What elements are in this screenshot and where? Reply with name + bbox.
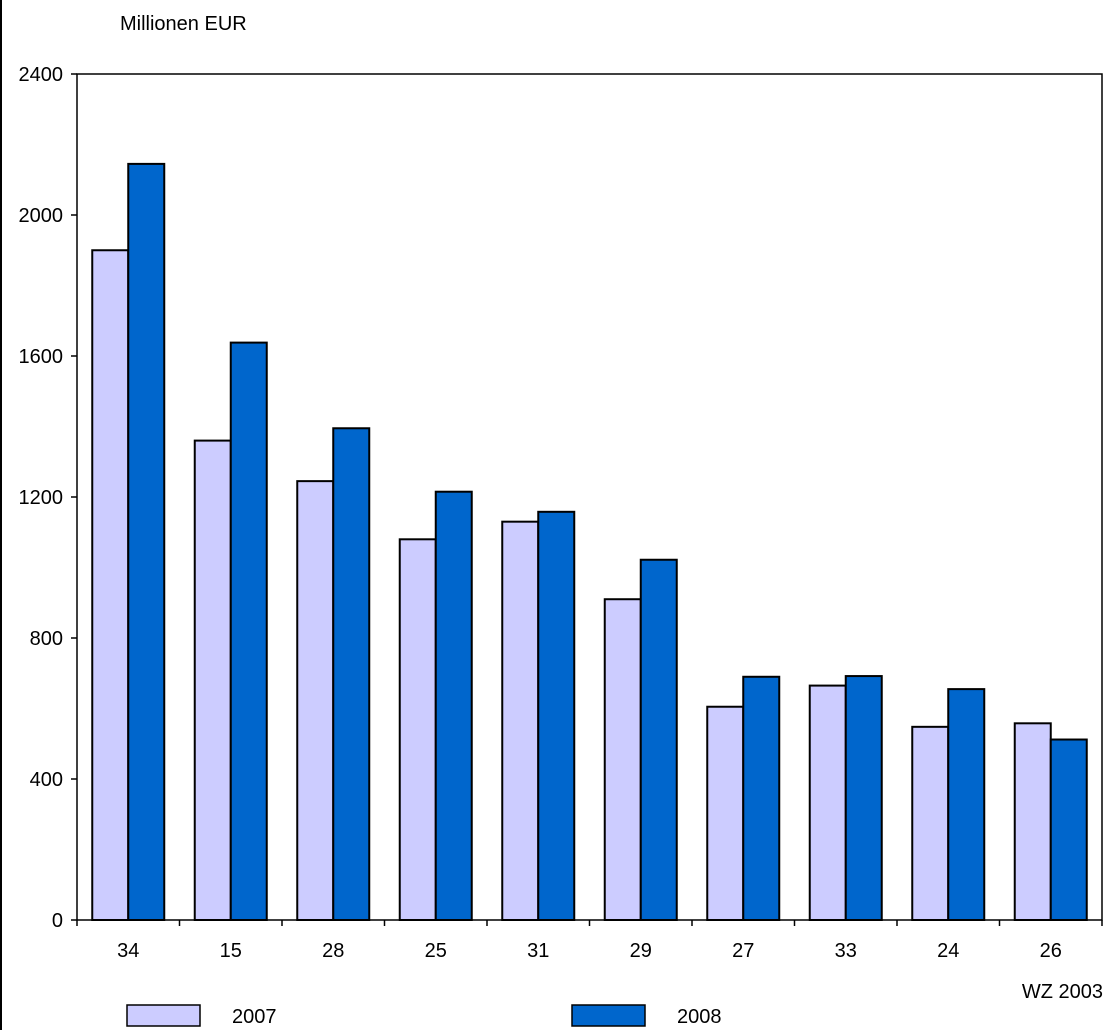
y-tick-label: 0 <box>52 910 63 932</box>
bar-2007-34 <box>91 249 130 921</box>
legend-swatch-2008 <box>571 1004 646 1027</box>
bar-2008-34 <box>127 162 166 921</box>
bar-2008-29 <box>639 558 678 921</box>
x-tick-label: 28 <box>322 940 344 962</box>
bar-2007-31 <box>501 520 540 921</box>
bar-2007-29 <box>603 598 642 921</box>
unit-label: Millionen EUR <box>120 13 247 35</box>
y-tick-label: 2000 <box>19 205 64 227</box>
x-tick-label: 31 <box>527 940 549 962</box>
legend-swatch-2007 <box>126 1004 201 1027</box>
x-axis-title: WZ 2003 <box>1022 981 1103 1003</box>
x-tick-label: 33 <box>835 940 857 962</box>
x-tick-label: 34 <box>117 940 139 962</box>
x-tick-label: 26 <box>1040 940 1062 962</box>
bar-2008-27 <box>742 675 781 922</box>
bar-2007-15 <box>193 439 232 921</box>
bar-2008-15 <box>229 341 268 922</box>
bars <box>91 162 1088 922</box>
bar-2008-31 <box>537 510 576 921</box>
y-tick-label: 2400 <box>19 64 64 86</box>
x-axis: 34 15 28 25 31 29 27 33 24 26 <box>76 920 1103 962</box>
y-tick-label: 1600 <box>19 346 64 368</box>
y-axis: 0 400 800 1200 1600 2000 2400 <box>19 64 77 932</box>
y-tick-label: 1200 <box>19 487 64 509</box>
bar-2007-28 <box>296 480 335 921</box>
y-tick-label: 800 <box>30 628 63 650</box>
bar-2007-25 <box>398 538 437 921</box>
x-tick-label: 25 <box>425 940 447 962</box>
x-tick-label: 27 <box>732 940 754 962</box>
y-tick-label: 400 <box>30 769 63 791</box>
bar-2008-25 <box>434 490 473 921</box>
x-tick-label: 29 <box>630 940 652 962</box>
bar-2008-33 <box>844 675 883 921</box>
legend-label-2008: 2008 <box>677 1006 722 1028</box>
bar-2008-24 <box>947 688 986 921</box>
legend: 2007 2008 <box>126 1004 722 1028</box>
bar-2007-26 <box>1013 722 1052 921</box>
x-tick-label: 15 <box>220 940 242 962</box>
bar-2007-24 <box>911 725 950 922</box>
x-tick-label: 24 <box>937 940 959 962</box>
bar-2007-27 <box>706 705 745 921</box>
bar-2008-28 <box>332 427 371 921</box>
bar-2007-33 <box>808 684 847 922</box>
legend-label-2007: 2007 <box>232 1006 277 1028</box>
bar-2008-26 <box>1049 738 1088 922</box>
